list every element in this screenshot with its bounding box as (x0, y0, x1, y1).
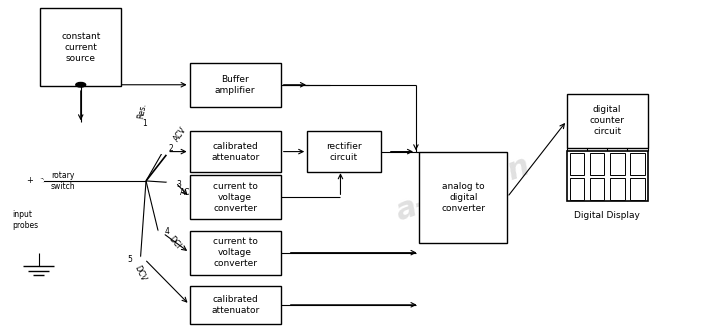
Circle shape (167, 181, 176, 185)
Circle shape (76, 82, 86, 87)
Text: rectifier
circuit: rectifier circuit (326, 141, 362, 162)
Bar (420, 152, 508, 243)
Circle shape (34, 179, 44, 183)
Bar (610, 154, 625, 175)
Bar (190, 286, 281, 323)
Bar (190, 231, 281, 274)
Circle shape (159, 150, 167, 154)
Text: 2: 2 (168, 144, 173, 153)
Text: a-edu.in: a-edu.in (392, 151, 535, 227)
Text: 5: 5 (128, 255, 133, 264)
Text: current to
voltage
converter: current to voltage converter (213, 182, 258, 213)
Bar (590, 154, 604, 175)
Text: Digital Display: Digital Display (574, 211, 640, 220)
Text: ACV: ACV (173, 126, 189, 143)
Bar (190, 175, 281, 219)
Bar (570, 178, 584, 200)
Text: 1: 1 (143, 119, 147, 128)
Text: +  o: + o (27, 176, 44, 185)
Text: input
probes: input probes (13, 210, 39, 230)
Circle shape (136, 257, 145, 261)
Bar (590, 178, 604, 200)
Text: Res.: Res. (136, 102, 148, 119)
Text: ACI: ACI (180, 188, 192, 198)
Text: digital
counter
circuit: digital counter circuit (590, 105, 625, 136)
Text: rotary
switch: rotary switch (51, 171, 76, 191)
Text: calibrated
attenuator: calibrated attenuator (211, 295, 259, 315)
Bar (567, 151, 648, 201)
Text: DCV: DCV (132, 264, 147, 283)
Bar (41, 8, 121, 86)
Text: Buffer
amplifier: Buffer amplifier (215, 75, 256, 95)
Bar (610, 178, 625, 200)
Bar (190, 131, 281, 172)
Circle shape (133, 122, 142, 126)
Bar (307, 131, 380, 172)
Text: DCI: DCI (167, 235, 183, 251)
Bar (630, 178, 645, 200)
Bar (190, 63, 281, 107)
Text: constant
current
source: constant current source (61, 32, 100, 63)
Text: 3: 3 (177, 180, 182, 189)
Bar (570, 154, 584, 175)
Circle shape (154, 231, 163, 235)
Bar (567, 94, 648, 147)
Text: calibrated
attenuator: calibrated attenuator (211, 141, 259, 162)
Text: 4: 4 (164, 227, 169, 236)
Bar (630, 154, 645, 175)
Text: current to
voltage
converter: current to voltage converter (213, 237, 258, 268)
Text: analog to
digital
converter: analog to digital converter (442, 182, 485, 213)
